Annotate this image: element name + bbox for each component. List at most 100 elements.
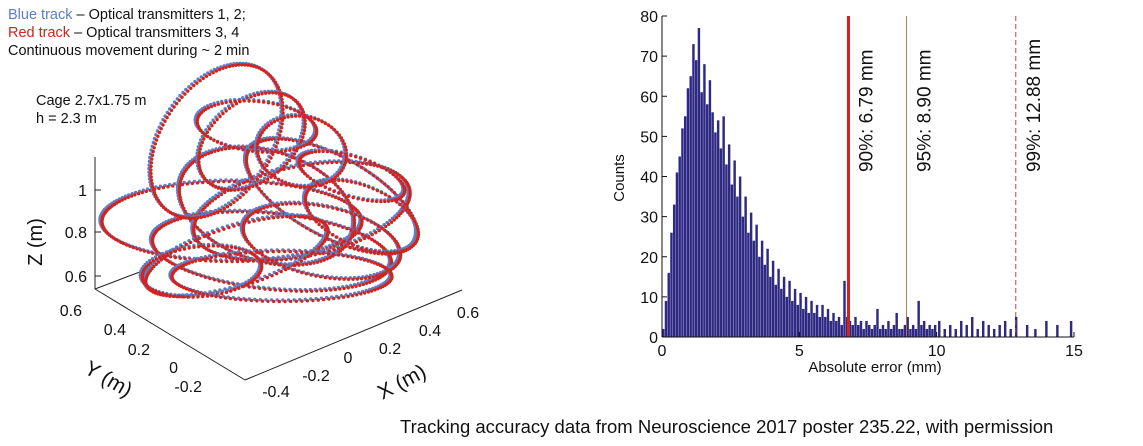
red-track-point bbox=[251, 184, 255, 188]
red-track-point bbox=[325, 174, 329, 179]
red-track-point bbox=[283, 93, 288, 97]
red-track-point bbox=[209, 249, 213, 254]
red-track-point bbox=[352, 223, 357, 228]
histogram-bar bbox=[1009, 328, 1012, 337]
red-track-point bbox=[371, 279, 375, 283]
red-track-point bbox=[327, 179, 332, 184]
red-track-point bbox=[248, 172, 252, 176]
histogram-bar bbox=[895, 312, 898, 337]
red-track-point bbox=[255, 145, 260, 149]
red-track-point bbox=[359, 277, 364, 281]
blue-track-point bbox=[313, 160, 317, 164]
histogram-bar bbox=[914, 328, 918, 337]
red-track-point bbox=[335, 207, 340, 211]
red-track-point bbox=[283, 267, 288, 272]
histogram-bar bbox=[785, 296, 789, 337]
red-track-point bbox=[205, 130, 210, 134]
red-track-point bbox=[279, 126, 284, 130]
red-track-point bbox=[376, 224, 381, 228]
red-track-point bbox=[294, 299, 298, 303]
red-track-point bbox=[204, 259, 208, 263]
red-track-point bbox=[304, 226, 309, 230]
red-track-point bbox=[260, 299, 265, 303]
red-track-point bbox=[229, 202, 233, 207]
red-track-point bbox=[256, 208, 260, 213]
red-track-point bbox=[133, 193, 137, 197]
histogram-bar bbox=[892, 324, 896, 337]
red-track-point bbox=[352, 221, 357, 225]
red-track-point bbox=[334, 235, 338, 239]
blue-track-point bbox=[285, 158, 289, 162]
red-track-point bbox=[163, 119, 167, 123]
red-track-point bbox=[215, 210, 220, 214]
red-track-point bbox=[275, 118, 280, 122]
red-track-point bbox=[280, 104, 285, 108]
red-track-point bbox=[280, 215, 285, 219]
histogram-bar bbox=[708, 80, 712, 337]
red-track-point bbox=[125, 243, 129, 247]
red-track-point bbox=[388, 170, 392, 174]
red-track-point bbox=[385, 251, 389, 255]
histogram-bar bbox=[903, 324, 907, 337]
red-track-point bbox=[193, 238, 197, 242]
red-track-point bbox=[165, 115, 169, 120]
red-track-point bbox=[315, 260, 320, 264]
legend-line-duration: Continuous movement during ~ 2 min bbox=[8, 43, 250, 59]
red-track-point bbox=[296, 261, 300, 265]
red-track-point bbox=[369, 260, 374, 264]
red-track-point bbox=[216, 244, 220, 248]
red-track-point bbox=[155, 196, 159, 200]
red-track-point bbox=[340, 168, 344, 173]
red-track-point bbox=[187, 288, 191, 292]
red-track-point bbox=[346, 277, 351, 281]
red-track-point bbox=[179, 179, 183, 183]
histogram-bar bbox=[960, 320, 963, 337]
y-tick-label: 60 bbox=[640, 89, 658, 106]
red-track-point bbox=[358, 182, 362, 186]
red-track-point bbox=[252, 219, 256, 223]
red-track-point bbox=[262, 206, 266, 210]
histogram-bar bbox=[906, 316, 909, 337]
red-track-point bbox=[325, 149, 330, 154]
red-track-point bbox=[216, 180, 221, 184]
red-track-point bbox=[238, 251, 243, 256]
red-track-point bbox=[342, 199, 347, 204]
histogram-bar bbox=[793, 288, 797, 337]
red-track-point bbox=[240, 187, 244, 191]
red-track-point bbox=[319, 183, 323, 187]
red-track-point bbox=[261, 139, 265, 143]
red-track-point bbox=[323, 121, 328, 126]
red-track-point bbox=[270, 137, 274, 141]
red-track-point bbox=[330, 233, 335, 237]
red-track-point bbox=[303, 256, 307, 261]
red-track-point bbox=[311, 162, 315, 166]
red-track-point bbox=[247, 185, 251, 190]
red-track-point bbox=[205, 203, 210, 207]
red-track-point bbox=[201, 180, 205, 185]
red-track-point bbox=[225, 205, 230, 209]
red-track-point bbox=[149, 178, 154, 182]
red-track-point bbox=[279, 129, 283, 134]
red-track-point bbox=[382, 182, 387, 186]
red-track-point bbox=[368, 171, 372, 175]
red-track-point bbox=[156, 134, 160, 138]
red-track-point bbox=[269, 204, 273, 208]
red-track-point bbox=[239, 257, 243, 262]
red-track-point bbox=[164, 292, 168, 297]
red-track-point bbox=[316, 118, 321, 122]
red-track-point bbox=[361, 282, 365, 287]
red-track-point bbox=[299, 145, 303, 149]
histogram-bar bbox=[705, 104, 709, 338]
red-track-point bbox=[337, 277, 342, 281]
red-track-point bbox=[231, 104, 235, 108]
red-track-point bbox=[149, 261, 153, 265]
histogram-bar bbox=[868, 324, 871, 337]
red-track-point bbox=[229, 245, 234, 249]
red-track-point bbox=[341, 193, 346, 197]
red-track-point bbox=[283, 299, 287, 304]
blue-track-point bbox=[276, 167, 280, 171]
red-track-point bbox=[331, 252, 336, 257]
legend: Blue track – Optical transmitters 1, 2; … bbox=[8, 6, 249, 60]
y-axis-label: Y (m) bbox=[80, 357, 136, 402]
red-track-point bbox=[233, 288, 237, 292]
